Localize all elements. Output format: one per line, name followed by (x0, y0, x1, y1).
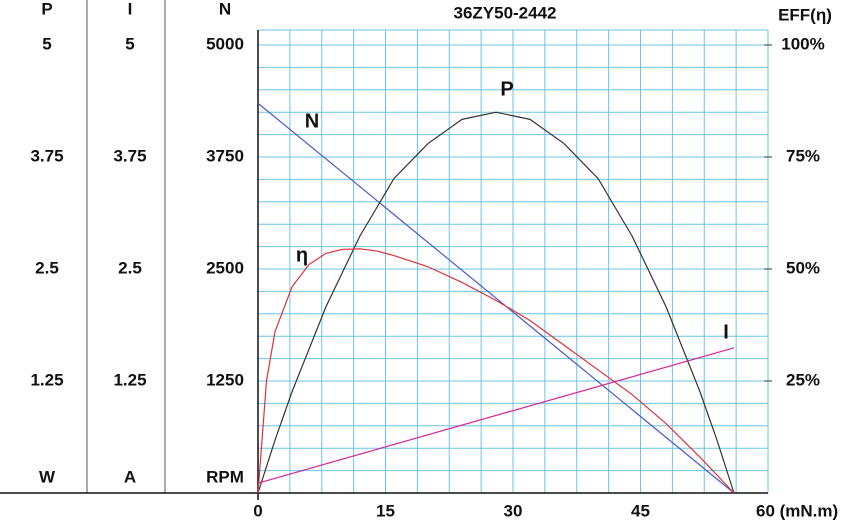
y-tick-label: 5 (42, 34, 51, 53)
axis-unit: RPM (206, 467, 244, 486)
x-tick-label: 30 (504, 501, 523, 520)
y-tick-label: 5 (125, 34, 134, 53)
series-label: η (296, 244, 308, 266)
x-tick-label: 0 (253, 501, 262, 520)
x-tick-label: 15 (376, 501, 395, 520)
y-tick-label: 3.75 (113, 146, 146, 165)
y-tick-label: 1.25 (113, 370, 146, 389)
axis-title: I (128, 0, 133, 18)
series-label: I (723, 321, 729, 343)
axis-unit: W (39, 467, 56, 486)
series-line (257, 347, 735, 484)
series-line (257, 102, 735, 494)
chart-title: 36ZY50-2442 (453, 3, 556, 22)
y2-tick-label: 100% (781, 34, 824, 53)
y2-axis-title: EFF(η) (778, 5, 832, 24)
series-label: P (500, 78, 513, 100)
axis-unit: A (124, 467, 136, 486)
axis-title: N (219, 0, 231, 18)
y-tick-label: 5000 (206, 34, 244, 53)
y-tick-label: 2.5 (118, 258, 142, 277)
x-tick-label: 45 (631, 501, 650, 520)
y-tick-label: 3.75 (30, 146, 63, 165)
y-tick-label: 2.5 (35, 258, 59, 277)
y-tick-label: 1250 (206, 370, 244, 389)
series-label: N (305, 110, 319, 132)
y-tick-label: 3750 (206, 146, 244, 165)
y-tick-label: 2500 (206, 258, 244, 277)
x-tick-label: 60 (mN.m) (756, 501, 838, 520)
y2-tick-label: 25% (786, 370, 820, 389)
series-line (257, 248, 735, 494)
series-line (257, 111, 735, 494)
axis-title: P (41, 0, 52, 18)
y2-tick-label: 75% (786, 146, 820, 165)
y2-tick-label: 50% (786, 258, 820, 277)
y-tick-label: 1.25 (30, 370, 63, 389)
